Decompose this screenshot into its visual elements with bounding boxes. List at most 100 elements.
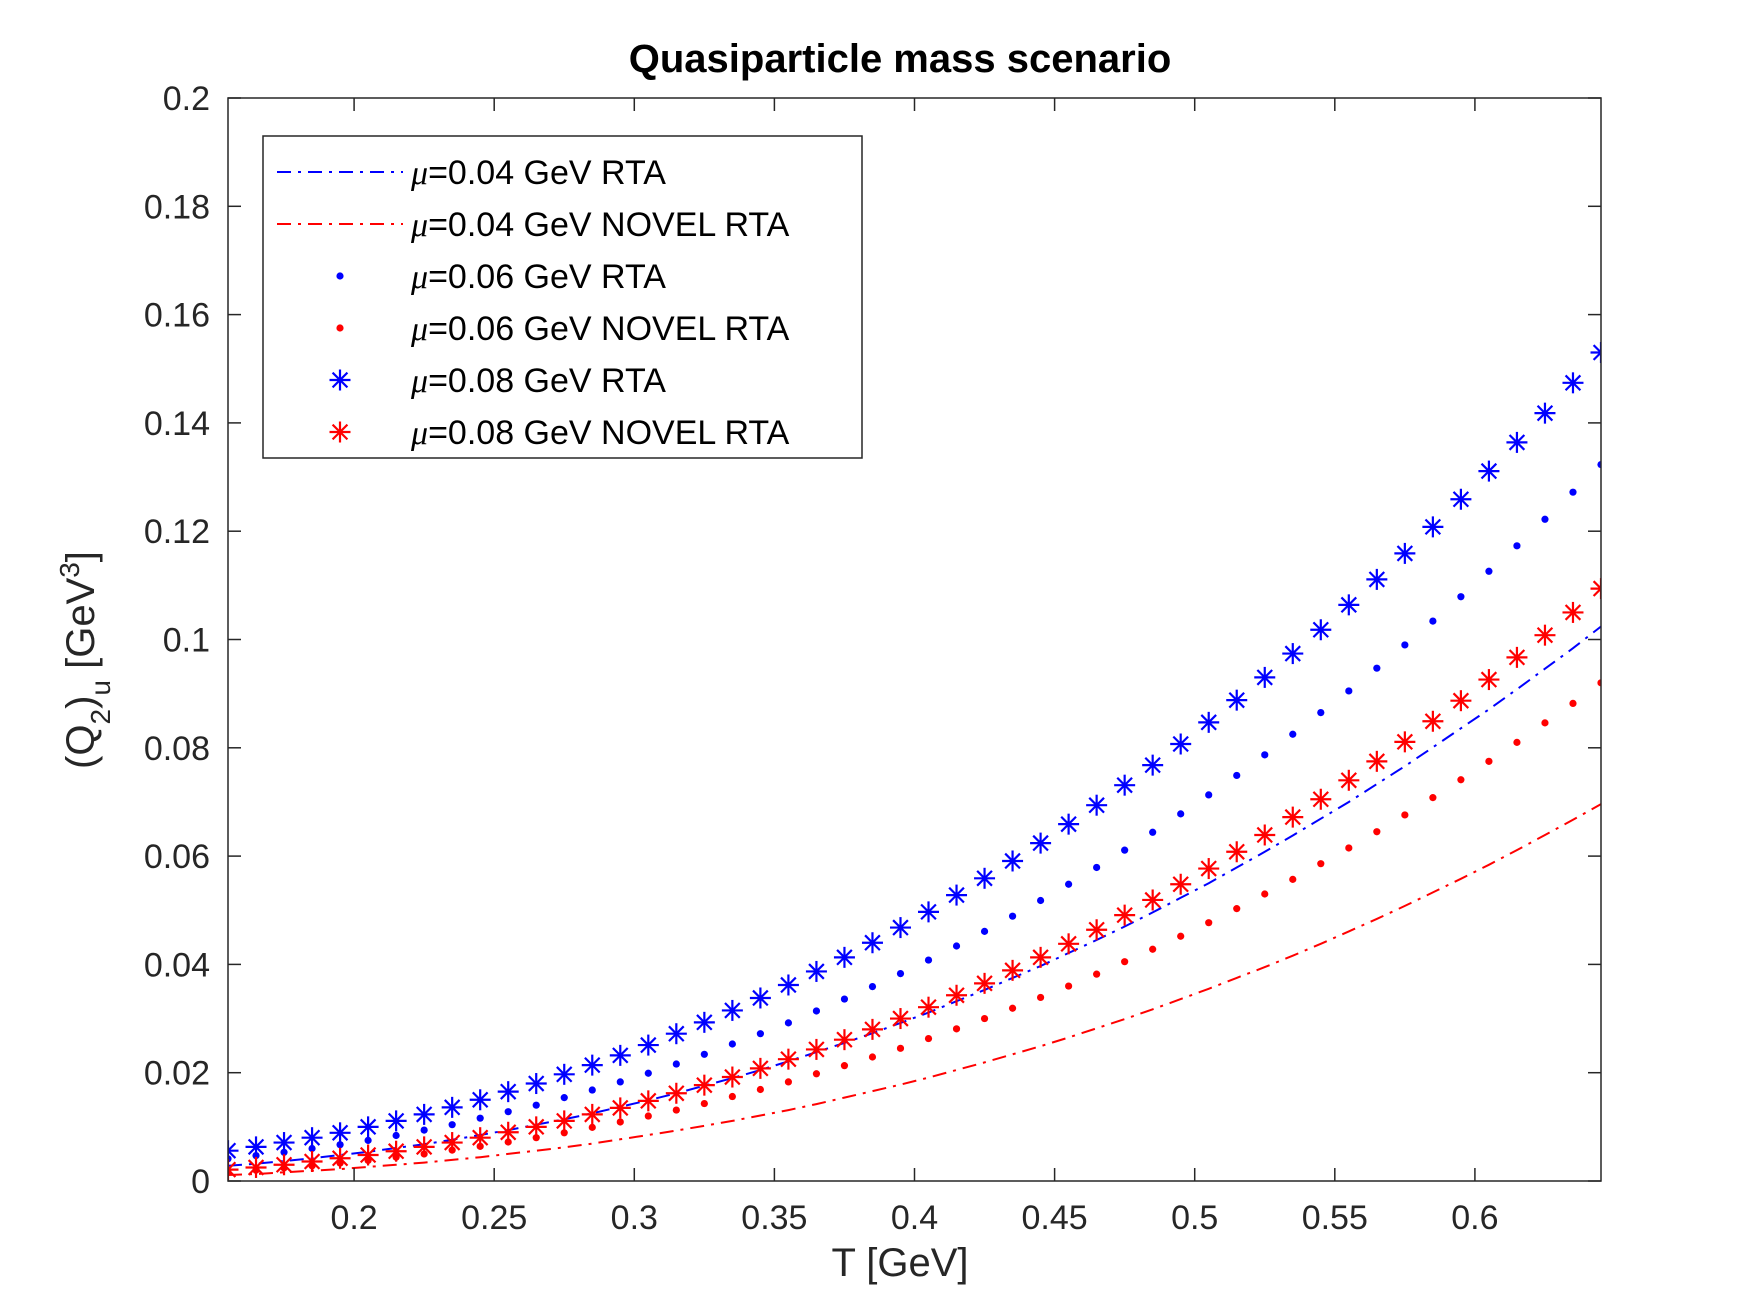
asterisk-stroke bbox=[472, 1091, 489, 1108]
series-5-point bbox=[693, 1011, 715, 1033]
series-3-point bbox=[364, 1136, 372, 1144]
series-5-point bbox=[1142, 754, 1164, 776]
series-6-point bbox=[974, 972, 996, 994]
asterisk-stroke bbox=[1284, 808, 1301, 826]
series-4-point bbox=[1008, 1004, 1017, 1012]
series-6-point bbox=[889, 1008, 911, 1030]
asterisk-stroke bbox=[1116, 906, 1133, 924]
series-6-point bbox=[1086, 919, 1108, 941]
legend-label: μ=0.08 GeV NOVEL RTA bbox=[410, 414, 790, 452]
asterisk-stroke bbox=[1256, 669, 1273, 686]
series-5-point bbox=[1198, 711, 1220, 733]
asterisk-stroke bbox=[247, 1138, 265, 1156]
asterisk-stroke bbox=[275, 1134, 293, 1151]
asterisk-stroke bbox=[584, 1106, 601, 1123]
series-6-point bbox=[721, 1066, 743, 1088]
series-5-point bbox=[1030, 832, 1052, 854]
asterisk-stroke bbox=[500, 1124, 517, 1141]
series-6-point bbox=[1254, 824, 1276, 846]
series-5-point bbox=[228, 1140, 239, 1162]
series-5-point bbox=[637, 1034, 659, 1056]
legend-label-text: =0.08 GeV RTA bbox=[428, 362, 666, 400]
series-3-point bbox=[1317, 709, 1325, 717]
plot-area bbox=[228, 342, 1601, 1181]
asterisk-stroke bbox=[1340, 772, 1357, 789]
series-5-point bbox=[441, 1096, 463, 1118]
asterisk-stroke bbox=[892, 919, 909, 936]
asterisk-stroke bbox=[1228, 843, 1245, 860]
series-4-point bbox=[1036, 993, 1045, 1002]
asterisk-stroke bbox=[752, 1060, 769, 1077]
asterisk-stroke bbox=[528, 1075, 545, 1092]
asterisk-stroke bbox=[696, 1076, 713, 1094]
series-5-point bbox=[833, 946, 855, 968]
series-6-point bbox=[1338, 769, 1360, 791]
asterisk-stroke bbox=[1200, 860, 1217, 877]
series-5-point bbox=[1170, 733, 1192, 755]
series-6-point bbox=[1450, 690, 1472, 712]
chart-title: Quasiparticle mass scenario bbox=[629, 37, 1172, 81]
asterisk-stroke bbox=[1340, 596, 1357, 614]
legend-mu-symbol: μ bbox=[410, 259, 428, 296]
asterisk-stroke bbox=[696, 1014, 713, 1031]
series-6-point bbox=[581, 1103, 603, 1125]
y-tick-label: 0.08 bbox=[144, 730, 210, 768]
series-6-point bbox=[1198, 858, 1220, 880]
asterisk-stroke bbox=[1312, 791, 1329, 808]
legend-mu-symbol: μ bbox=[410, 311, 428, 348]
series-5-point bbox=[553, 1063, 575, 1085]
series-4-point bbox=[1597, 679, 1601, 687]
asterisk-stroke bbox=[640, 1036, 657, 1054]
series-6-point bbox=[946, 984, 968, 1006]
series-4-point bbox=[728, 1092, 736, 1101]
asterisk-stroke bbox=[1200, 714, 1217, 731]
series-5-point bbox=[1226, 689, 1248, 711]
series-6-point bbox=[1478, 669, 1500, 691]
asterisk-stroke bbox=[948, 987, 965, 1004]
y-tick-label: 0.18 bbox=[144, 188, 210, 226]
series-6-point bbox=[1002, 959, 1024, 981]
series-6-point bbox=[1170, 873, 1192, 895]
asterisk-stroke bbox=[584, 1056, 601, 1074]
asterisk-stroke bbox=[228, 1149, 237, 1159]
series-5-point bbox=[721, 999, 743, 1021]
series-4-point bbox=[644, 1112, 652, 1120]
series-4-point bbox=[1261, 890, 1269, 898]
asterisk-stroke bbox=[1452, 692, 1470, 709]
legend-marker-swatch bbox=[329, 421, 351, 443]
series-3-point bbox=[1541, 515, 1549, 523]
asterisk-stroke bbox=[864, 1021, 881, 1038]
y-tick-label: 0.04 bbox=[144, 946, 210, 984]
series-3-point bbox=[1149, 828, 1157, 836]
y-tick-label: 0.12 bbox=[144, 513, 210, 551]
series-3-point bbox=[1485, 567, 1493, 575]
series-6-point bbox=[525, 1116, 547, 1138]
series-3-point bbox=[896, 970, 905, 978]
series-3-point bbox=[1345, 687, 1353, 695]
series-5-point bbox=[946, 884, 968, 906]
series-4-point bbox=[1149, 945, 1157, 953]
series-4-point bbox=[1429, 794, 1437, 802]
data-layer bbox=[228, 342, 1601, 1181]
series-6-markers bbox=[228, 578, 1601, 1181]
series-6-point bbox=[357, 1144, 379, 1166]
x-tick-label: 0.35 bbox=[741, 1199, 807, 1237]
series-5-point bbox=[861, 932, 883, 954]
series-3-point bbox=[1093, 863, 1101, 872]
legend-mu-symbol: μ bbox=[410, 155, 428, 192]
series-3-point bbox=[784, 1019, 793, 1027]
legend-marker-swatch bbox=[329, 369, 351, 391]
legend-item-3: μ=0.06 GeV RTA bbox=[336, 258, 666, 296]
series-6-point bbox=[273, 1154, 295, 1176]
asterisk-stroke bbox=[528, 1118, 545, 1136]
series-6-point bbox=[1030, 946, 1052, 968]
series-3-point bbox=[672, 1060, 680, 1068]
y-label-mid: ) bbox=[59, 696, 103, 709]
series-5-point bbox=[1394, 542, 1416, 564]
series-3-point bbox=[308, 1144, 316, 1153]
legend-label-text: =0.08 GeV NOVEL RTA bbox=[428, 414, 790, 452]
asterisk-stroke bbox=[836, 1031, 853, 1048]
series-3-point bbox=[588, 1086, 596, 1094]
asterisk-stroke bbox=[808, 1041, 825, 1058]
series-5-point bbox=[469, 1089, 491, 1111]
